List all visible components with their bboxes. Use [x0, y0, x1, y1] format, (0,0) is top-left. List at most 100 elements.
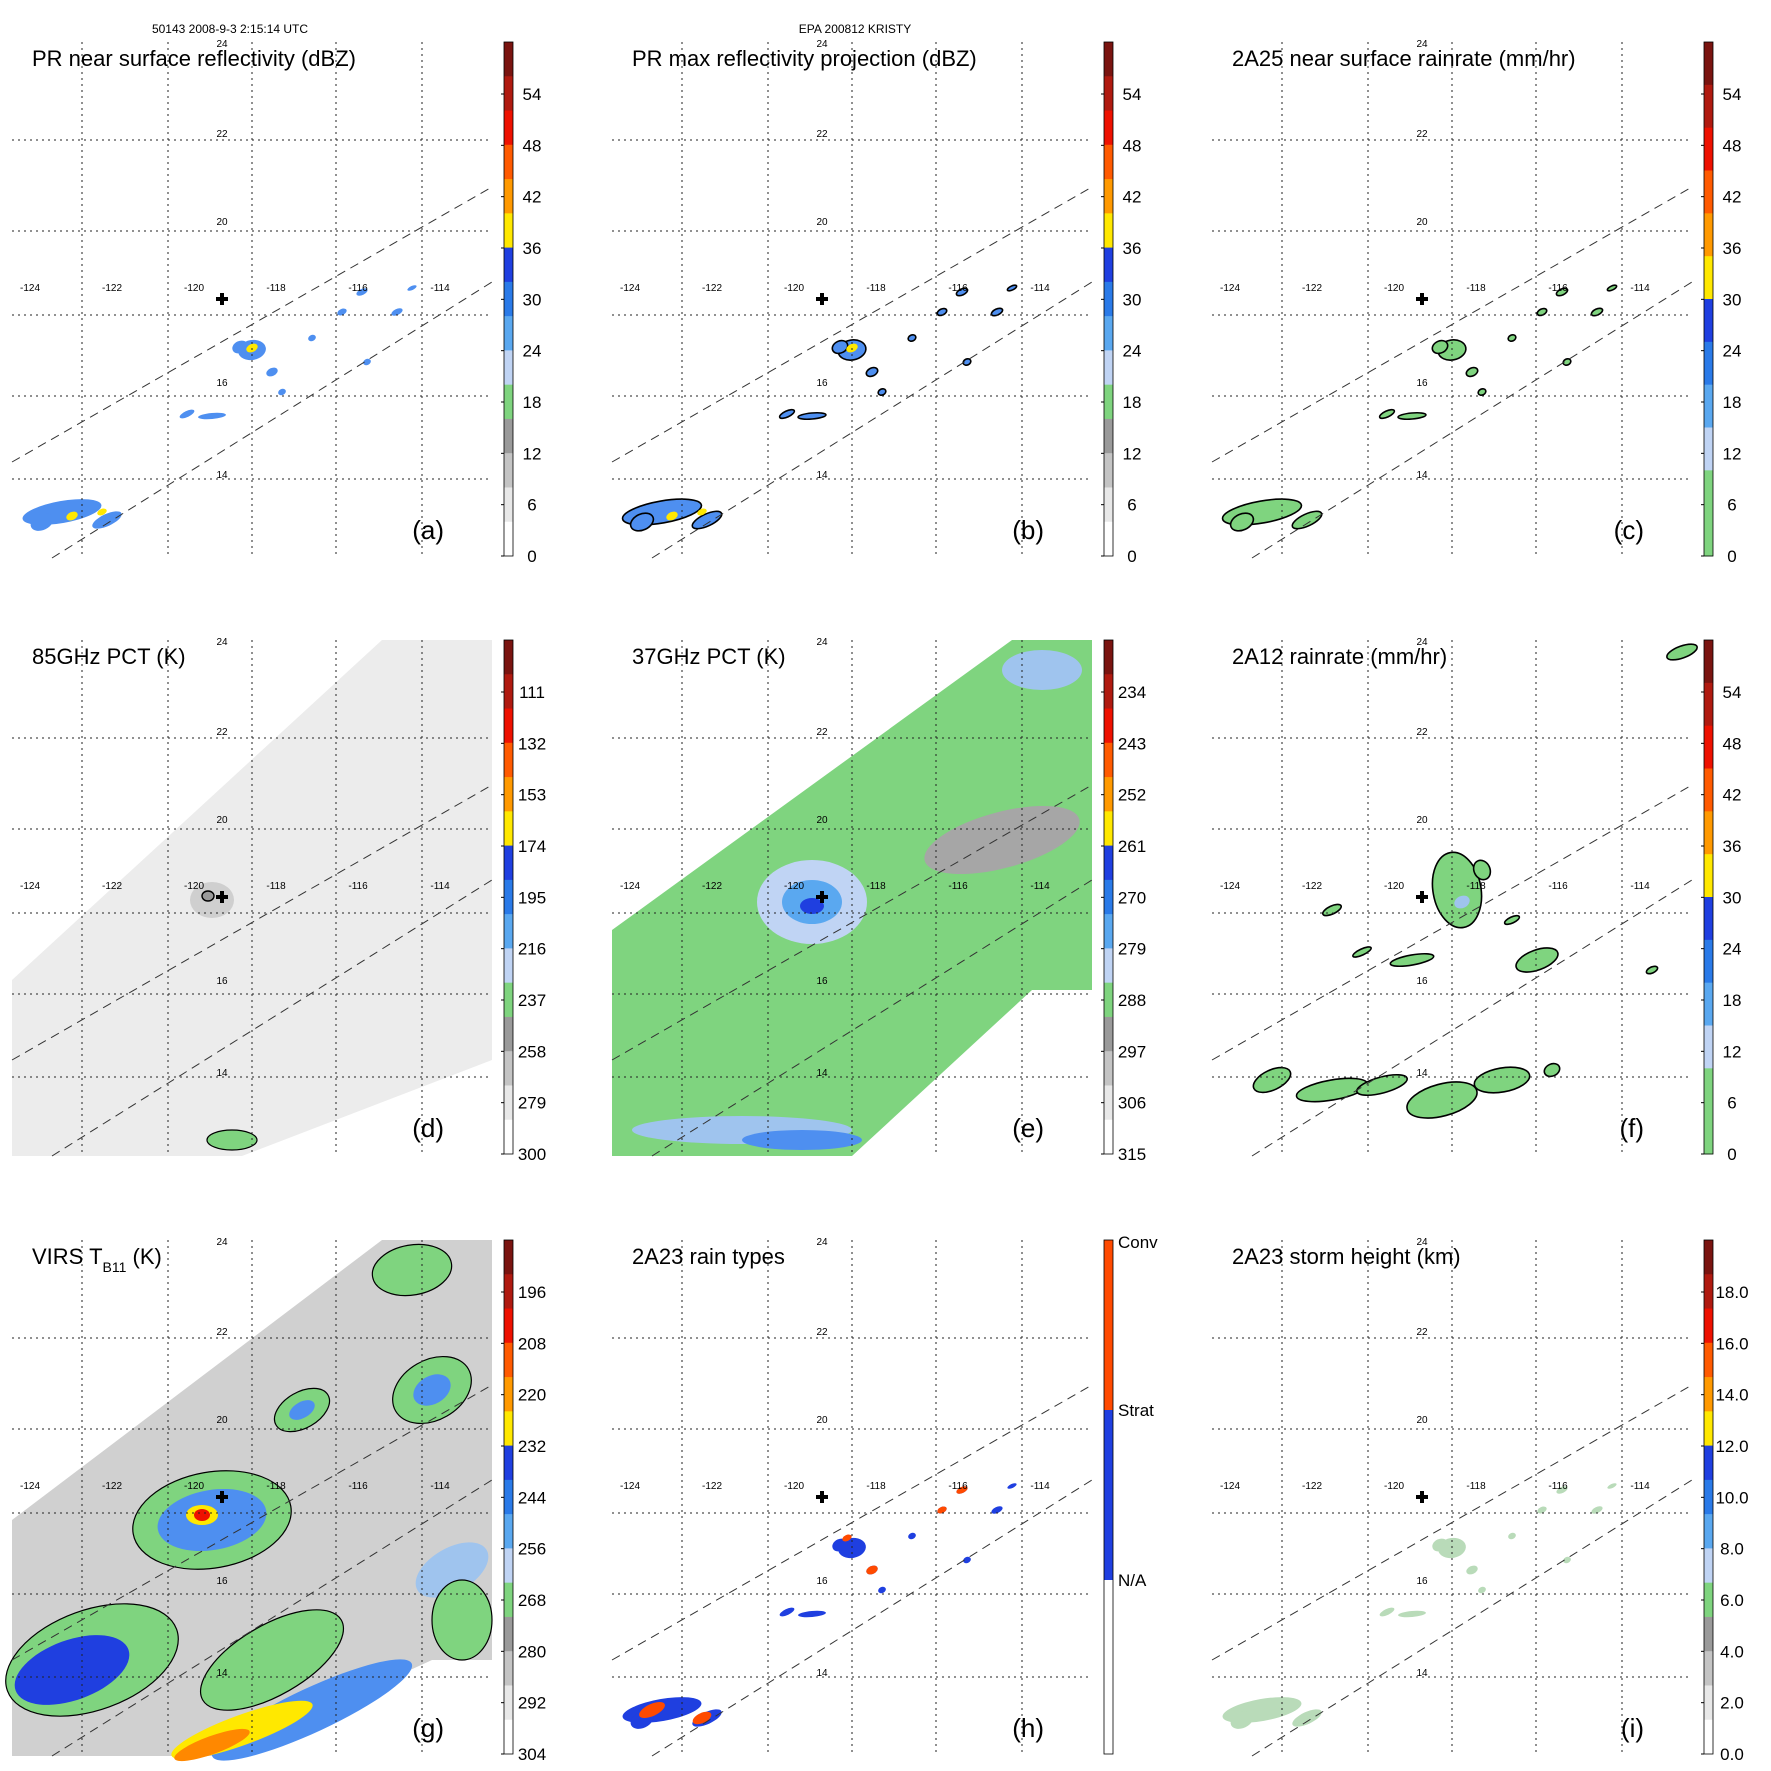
colorbar-label: 42: [1723, 188, 1742, 207]
lat-tick-label: 14: [1416, 470, 1428, 481]
panel-title: 85GHz PCT (K): [32, 644, 186, 669]
lon-tick-label: -116: [348, 881, 368, 892]
lon-tick-label: -122: [702, 881, 722, 892]
latlon-grid: [12, 1240, 492, 1756]
panel-letter: (c): [1614, 515, 1644, 545]
panel-title: 37GHz PCT (K): [632, 644, 786, 669]
lon-tick-label: -124: [1220, 881, 1240, 892]
latlon-grid: [612, 42, 1092, 558]
lon-tick-label: -114: [1030, 881, 1050, 892]
colorbar-label: 237: [518, 991, 546, 1010]
colorbar-label: 279: [518, 1094, 546, 1113]
pr-swath-edges: [1211, 1384, 1693, 1757]
colorbar-label: 18: [1123, 393, 1142, 412]
lat-tick-label: 20: [816, 815, 828, 826]
header-storm-name: EPA 200812 KRISTY: [799, 22, 912, 36]
panel-c: -124 -122 -120 -118 -116 -114 24 22 20 16 14 2A25 n…: [1211, 39, 1742, 566]
lat-tick-label: 14: [216, 470, 228, 481]
storm-center-plus-icon: [216, 1491, 228, 1503]
panel-g: -124 -122 -120 -118 -116 -114 24 22 20 16 14 VIRS T…: [5, 1237, 546, 1764]
lon-tick-label: -120: [1384, 283, 1404, 294]
scattering-band-core: [742, 1130, 862, 1150]
pr-swath-edges: [1211, 784, 1693, 1157]
lon-tick-label: -124: [20, 283, 40, 294]
colorbar-label: 12: [523, 444, 542, 463]
colorbar-label: 0: [527, 547, 536, 566]
colorbar-label: 12: [1723, 1042, 1742, 1061]
lon-tick-label: -116: [348, 283, 368, 294]
colorbar-label: 48: [523, 136, 542, 155]
lat-tick-label: 22: [816, 727, 828, 738]
lon-tick-label: -120: [184, 283, 204, 294]
colorbar-label: 18: [523, 393, 542, 412]
scattering-max: [800, 898, 824, 914]
lat-tick-label: 20: [216, 1415, 228, 1426]
colorbar: 18.0 16.0 14.0 12.0 10.0 8.0 6.0 4.0 2.0 0.0: [1701, 1239, 1749, 1764]
panel-letter: (a): [412, 515, 444, 545]
colorbar-label: 36: [1123, 239, 1142, 258]
lon-tick-label: -122: [102, 1481, 122, 1492]
lon-tick-label: -120: [784, 1481, 804, 1492]
rain-echoes: [1221, 284, 1618, 532]
colorbar-label: 24: [1123, 342, 1142, 361]
colorbar-label: 132: [518, 734, 546, 753]
storm-center-plus-icon: [816, 891, 828, 903]
colorbar: 234 243 252 261 270 279 288 297 306 315: [1101, 639, 1146, 1164]
cloud-feature: [174, 1728, 250, 1762]
lat-tick-label: 14: [1416, 1668, 1428, 1679]
lat-tick-label: 16: [216, 976, 228, 987]
panel-title: 2A23 storm height (km): [1232, 1244, 1461, 1269]
panel-letter: (f): [1619, 1113, 1644, 1143]
colorbar: 54 48 42 36 30 24 18 12 6 0: [1701, 41, 1742, 566]
lat-tick-label: 24: [216, 39, 228, 50]
cloud-feature: [199, 1609, 345, 1711]
rain-echoes: [22, 285, 417, 531]
lon-tick-label: -122: [102, 881, 122, 892]
pr-swath-edges: [11, 186, 493, 559]
lat-tick-label: 24: [216, 637, 228, 648]
lon-tick-label: -122: [102, 283, 122, 294]
panel-f: -124 -122 -120 -118 -116 -114 24 22 20 16 14 2A12 r…: [1211, 637, 1742, 1164]
rain-echoes: [1252, 643, 1698, 1119]
colorbar-label: 4.0: [1720, 1642, 1744, 1661]
panel-a: -124 -122 -120 -118 -116 -114 24 22 20 16 14 PR nea…: [11, 39, 542, 566]
lon-tick-label: -124: [620, 881, 640, 892]
colorbar-label: 30: [1123, 290, 1142, 309]
panel-grid: -124 -122 -120 -118 -116 -114 24 22 20 16 14 PR nea…: [5, 39, 1749, 1764]
panel-d: -124 -122 -120 -118 -116 -114 24 22 20 16 14 85GHz …: [11, 637, 546, 1164]
cloud-feature: [14, 1635, 130, 1705]
colorbar-label: 0: [1127, 547, 1136, 566]
panel-letter: (i): [1621, 1713, 1644, 1743]
colorbar-label: 48: [1723, 136, 1742, 155]
lon-tick-label: -114: [430, 283, 450, 294]
lon-tick-label: -124: [1220, 1481, 1240, 1492]
colorbar-label: 6.0: [1720, 1591, 1744, 1610]
lon-tick-label: -120: [184, 1481, 204, 1492]
colorbar-label: 306: [1118, 1094, 1146, 1113]
colorbar-label: 244: [518, 1488, 546, 1507]
colorbar-label: 16.0: [1715, 1334, 1748, 1353]
lat-tick-label: 16: [216, 1576, 228, 1587]
latlon-grid: [12, 640, 492, 1156]
colorbar-label: 243: [1118, 734, 1146, 753]
rain-echoes: [622, 1483, 1017, 1729]
lon-tick-label: -114: [1630, 1481, 1650, 1492]
lon-tick-label: -114: [430, 1481, 450, 1492]
colorbar-label: 256: [518, 1540, 546, 1559]
colorbar-label: 6: [1727, 496, 1736, 515]
panel-b: -124 -122 -120 -118 -116 -114 24 22 20 16 14 PR max…: [611, 39, 1142, 566]
latlon-grid: [612, 1240, 1092, 1756]
colorbar-label: 252: [1118, 786, 1146, 805]
lon-tick-label: -120: [784, 881, 804, 892]
latlon-grid: [1212, 640, 1692, 1156]
storm-center-plus-icon: [1416, 293, 1428, 305]
colorbar-label: 6: [1127, 496, 1136, 515]
colorbar-label: 18: [1723, 991, 1742, 1010]
storm-center-plus-icon: [216, 891, 228, 903]
latlon-grid: [12, 42, 492, 558]
pr-swath-edges: [611, 186, 1093, 559]
lon-tick-label: -114: [1630, 283, 1650, 294]
colorbar-label: 232: [518, 1437, 546, 1456]
storm-center-plus-icon: [816, 293, 828, 305]
